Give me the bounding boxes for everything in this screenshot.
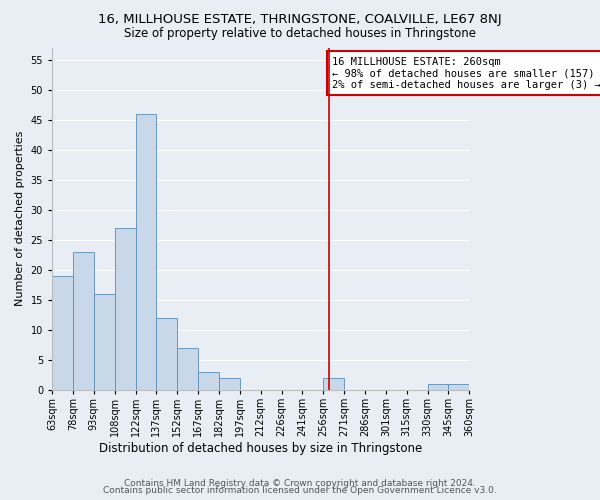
Bar	[136, 114, 157, 390]
Bar	[115, 228, 136, 390]
Bar	[157, 318, 177, 390]
Bar	[448, 384, 469, 390]
Text: Contains HM Land Registry data © Crown copyright and database right 2024.: Contains HM Land Registry data © Crown c…	[124, 478, 476, 488]
Text: Contains public sector information licensed under the Open Government Licence v3: Contains public sector information licen…	[103, 486, 497, 495]
Bar	[428, 384, 448, 390]
Text: 16, MILLHOUSE ESTATE, THRINGSTONE, COALVILLE, LE67 8NJ: 16, MILLHOUSE ESTATE, THRINGSTONE, COALV…	[98, 12, 502, 26]
X-axis label: Distribution of detached houses by size in Thringstone: Distribution of detached houses by size …	[99, 442, 422, 455]
Text: Size of property relative to detached houses in Thringstone: Size of property relative to detached ho…	[124, 28, 476, 40]
Bar	[177, 348, 198, 390]
Bar	[52, 276, 73, 390]
Bar	[323, 378, 344, 390]
Bar	[219, 378, 240, 390]
Bar	[73, 252, 94, 390]
Text: 16 MILLHOUSE ESTATE: 260sqm
← 98% of detached houses are smaller (157)
2% of sem: 16 MILLHOUSE ESTATE: 260sqm ← 98% of det…	[332, 56, 600, 90]
Bar	[198, 372, 219, 390]
Y-axis label: Number of detached properties: Number of detached properties	[15, 131, 25, 306]
Bar	[94, 294, 115, 390]
